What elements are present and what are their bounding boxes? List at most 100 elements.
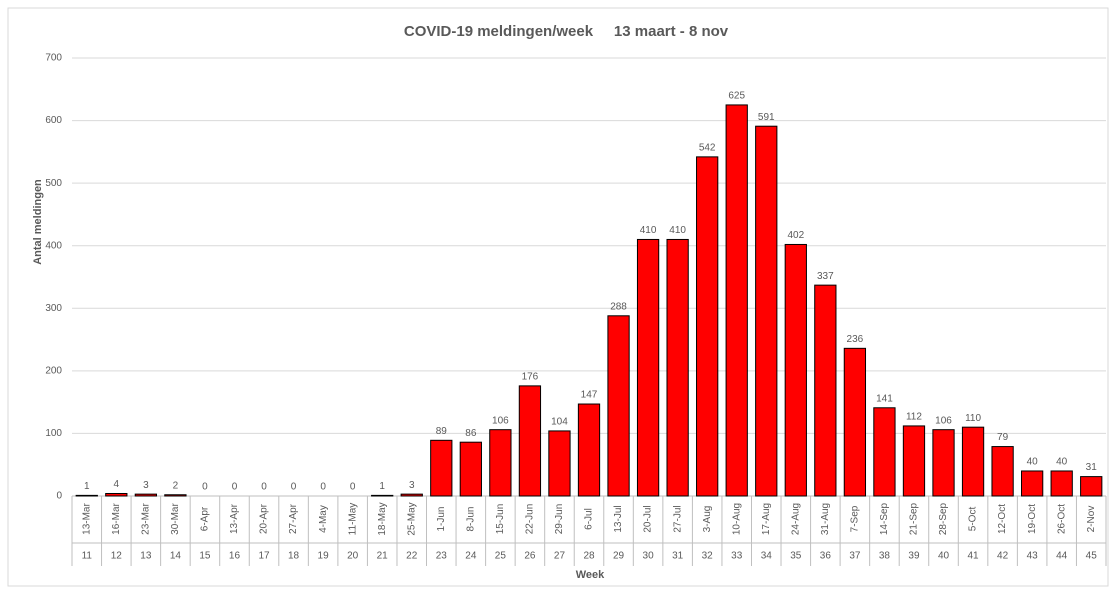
bar xyxy=(105,492,128,497)
y-tick-label: 200 xyxy=(45,365,62,376)
bar xyxy=(873,407,896,497)
bar xyxy=(489,429,512,497)
x-tick-label: 7-Sep xyxy=(850,505,861,532)
data-label: 3 xyxy=(143,480,149,491)
x-tick-label: 13-Mar xyxy=(81,502,92,534)
x-group-label: 29 xyxy=(613,551,625,562)
data-label: 79 xyxy=(997,432,1009,443)
bar xyxy=(814,284,837,497)
x-group-label: 20 xyxy=(347,551,359,562)
x-tick-label: 27-Jul xyxy=(672,505,683,532)
x-tick-label: 4-May xyxy=(318,505,329,533)
data-label: 4 xyxy=(114,479,120,490)
data-label: 112 xyxy=(906,412,922,423)
x-group-label: 14 xyxy=(170,551,182,562)
x-tick-label: 27-Apr xyxy=(288,503,299,534)
x-group-label: 26 xyxy=(524,551,536,562)
x-group-label: 18 xyxy=(288,551,300,562)
y-tick-label: 100 xyxy=(45,428,62,439)
bar xyxy=(666,238,689,497)
bar xyxy=(991,446,1014,497)
bar xyxy=(134,493,157,497)
data-label: 0 xyxy=(202,482,208,493)
x-tick-label: 19-Oct xyxy=(1027,504,1038,534)
x-group-label: 32 xyxy=(702,551,714,562)
chart-title: COVID-19 meldingen/week 13 maart - 8 nov xyxy=(404,23,729,40)
bar xyxy=(725,104,748,497)
x-tick-label: 2-Nov xyxy=(1086,506,1097,533)
x-group-label: 42 xyxy=(997,551,1009,562)
bar xyxy=(784,243,807,497)
x-tick-label: 25-May xyxy=(406,502,417,535)
bar xyxy=(164,494,187,497)
data-label: 410 xyxy=(640,225,657,236)
x-group-label: 27 xyxy=(554,551,566,562)
x-group-label: 15 xyxy=(199,551,211,562)
bar xyxy=(459,441,482,497)
x-group-label: 36 xyxy=(820,551,832,562)
x-group-label: 21 xyxy=(377,551,389,562)
x-tick-label: 5-Oct xyxy=(968,507,979,532)
data-label: 176 xyxy=(522,372,539,383)
x-tick-label: 16-Mar xyxy=(111,502,122,534)
x-group-label: 28 xyxy=(583,551,595,562)
x-tick-label: 13-Apr xyxy=(229,503,240,534)
x-tick-label: 24-Aug xyxy=(790,503,801,535)
data-label: 542 xyxy=(699,143,716,154)
x-group-label: 11 xyxy=(82,551,93,562)
x-group-label: 17 xyxy=(258,551,270,562)
x-group-label: 37 xyxy=(849,551,861,562)
data-label: 0 xyxy=(291,482,297,493)
bar xyxy=(518,385,542,497)
y-tick-label: 400 xyxy=(45,240,62,251)
bar xyxy=(843,347,867,497)
x-group-label: 31 xyxy=(672,551,684,562)
bar xyxy=(1021,470,1044,497)
x-tick-label: 29-Jun xyxy=(554,504,565,535)
x-tick-label: 22-Jun xyxy=(525,504,536,535)
x-group-label: 12 xyxy=(111,551,123,562)
data-label: 147 xyxy=(581,390,598,401)
x-group-label: 33 xyxy=(731,551,743,562)
data-label: 410 xyxy=(669,225,686,236)
x-tick-label: 31-Aug xyxy=(820,503,831,535)
y-tick-label: 500 xyxy=(45,178,62,189)
y-tick-label: 600 xyxy=(45,115,62,126)
data-label: 0 xyxy=(261,482,267,493)
bar xyxy=(548,430,571,497)
x-tick-label: 21-Sep xyxy=(909,502,920,535)
data-label: 40 xyxy=(1056,457,1068,468)
bar xyxy=(1050,470,1073,497)
data-label: 591 xyxy=(758,112,775,123)
data-label: 236 xyxy=(847,334,864,345)
data-label: 110 xyxy=(965,413,981,424)
bar xyxy=(75,494,98,497)
x-group-label: 44 xyxy=(1056,551,1068,562)
data-label: 141 xyxy=(876,393,893,404)
data-label: 0 xyxy=(350,482,356,493)
data-label: 1 xyxy=(379,481,385,492)
x-tick-label: 3-Aug xyxy=(702,506,713,533)
x-tick-label: 20-Apr xyxy=(259,503,270,534)
x-group-label: 35 xyxy=(790,551,802,562)
bar xyxy=(607,315,630,497)
x-tick-label: 20-Jul xyxy=(643,505,654,532)
x-group-label: 22 xyxy=(406,551,418,562)
x-tick-label: 1-Jun xyxy=(436,506,447,531)
data-label: 86 xyxy=(465,428,477,439)
data-label: 89 xyxy=(436,426,448,437)
data-label: 402 xyxy=(787,230,804,241)
x-tick-label: 23-Mar xyxy=(140,502,151,534)
data-label: 625 xyxy=(728,91,745,102)
data-label: 0 xyxy=(232,482,238,493)
data-label: 288 xyxy=(610,301,627,312)
x-group-label: 45 xyxy=(1086,551,1098,562)
data-label: 31 xyxy=(1086,462,1098,473)
x-tick-label: 26-Oct xyxy=(1056,504,1067,534)
data-label: 3 xyxy=(409,480,415,491)
x-group-label: 40 xyxy=(938,551,950,562)
bar xyxy=(1080,476,1103,497)
y-tick-label: 700 xyxy=(45,53,62,64)
bar xyxy=(902,425,926,497)
